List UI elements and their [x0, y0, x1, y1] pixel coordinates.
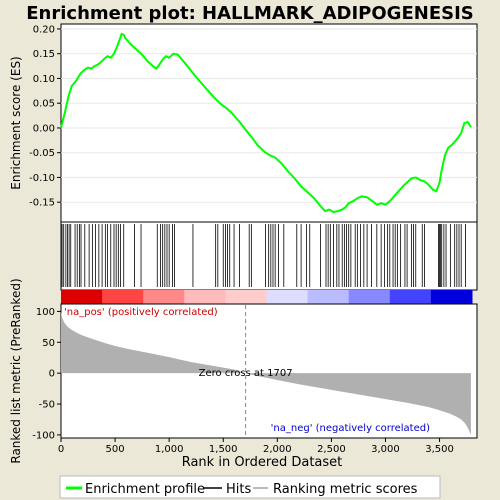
gradient-segment	[102, 290, 144, 304]
x-tick-label: 1,000	[155, 444, 184, 455]
metric-y-tick-label: 100	[36, 307, 55, 318]
es-y-tick-label: 0.00	[33, 123, 55, 134]
x-tick-label: 1,500	[209, 444, 238, 455]
es-panel-frame	[60, 23, 478, 223]
metric-area	[61, 311, 471, 435]
es-y-tick-label: 0.10	[33, 74, 55, 85]
es-y-tick-label: -0.10	[29, 173, 55, 184]
metric-y-tick-label: -100	[32, 430, 55, 441]
es-y-tick-label: 0.20	[33, 24, 55, 35]
metric-y-tick-label: -50	[39, 400, 55, 411]
positive-label: 'na_pos' (positively correlated)	[64, 307, 218, 318]
zero-cross-label: Zero cross at 1707	[199, 368, 293, 379]
gradient-segment	[348, 290, 391, 304]
x-tick-label: 2,500	[317, 444, 346, 455]
legend-metric-label: Ranking metric scores	[273, 482, 418, 497]
gradient-segment	[266, 290, 309, 304]
gradient-segment	[389, 290, 432, 304]
metric-x-ticks: 0 500 1,000 1,500 2,000 2,500 3,000 3,500	[58, 438, 454, 455]
metric-y-tick-label: 50	[42, 338, 55, 349]
x-tick-label: 0	[58, 444, 64, 455]
chart-title: Enrichment plot: HALLMARK_ADIPOGENESIS	[26, 3, 474, 24]
es-y-ticks: 0.20 0.15 0.10 0.05 0.00 -0.05 -0.10 -0.15	[29, 24, 61, 209]
metric-y-axis-label: Ranked list metric (PreRanked)	[9, 278, 23, 463]
ranking-gradient-bar	[61, 290, 473, 304]
es-panel: 0.20 0.15 0.10 0.05 0.00 -0.05 -0.10 -0.15 Enri…	[9, 23, 478, 223]
legend-hits-label: Hits	[226, 482, 251, 497]
es-y-tick-label: -0.05	[29, 148, 55, 159]
x-axis-label: Rank in Ordered Dataset	[182, 455, 343, 470]
x-tick-label: 2,000	[263, 444, 292, 455]
es-y-axis-label: Enrichment score (ES)	[9, 56, 23, 189]
gradient-segment	[61, 290, 103, 304]
metric-y-ticks: 100 50 0 -50 -100	[32, 307, 61, 441]
metric-panel: Zero cross at 1707 'na_pos' (positively …	[9, 278, 478, 470]
x-tick-label: 3,500	[425, 444, 454, 455]
hit-marks	[61, 224, 466, 287]
gradient-segment	[225, 290, 267, 304]
x-tick-label: 500	[106, 444, 125, 455]
gradient-segment	[143, 290, 185, 304]
legend-frame	[59, 475, 441, 499]
gradient-segment	[430, 290, 473, 304]
gradient-segment	[184, 290, 226, 304]
es-curve	[60, 32, 472, 214]
metric-y-tick-label: 0	[49, 369, 55, 380]
es-y-tick-label: 0.15	[33, 49, 55, 60]
es-gridlines	[61, 28, 477, 203]
hits-panel	[60, 221, 478, 304]
es-y-tick-label: 0.05	[33, 99, 55, 110]
x-tick-label: 3,000	[371, 444, 400, 455]
es-y-tick-label: -0.15	[29, 198, 55, 209]
legend: Enrichment profile Hits Ranking metric s…	[59, 475, 441, 499]
negative-label: 'na_neg' (negatively correlated)	[271, 423, 430, 434]
legend-enrichment-label: Enrichment profile	[85, 482, 205, 497]
gradient-segment	[307, 290, 350, 304]
